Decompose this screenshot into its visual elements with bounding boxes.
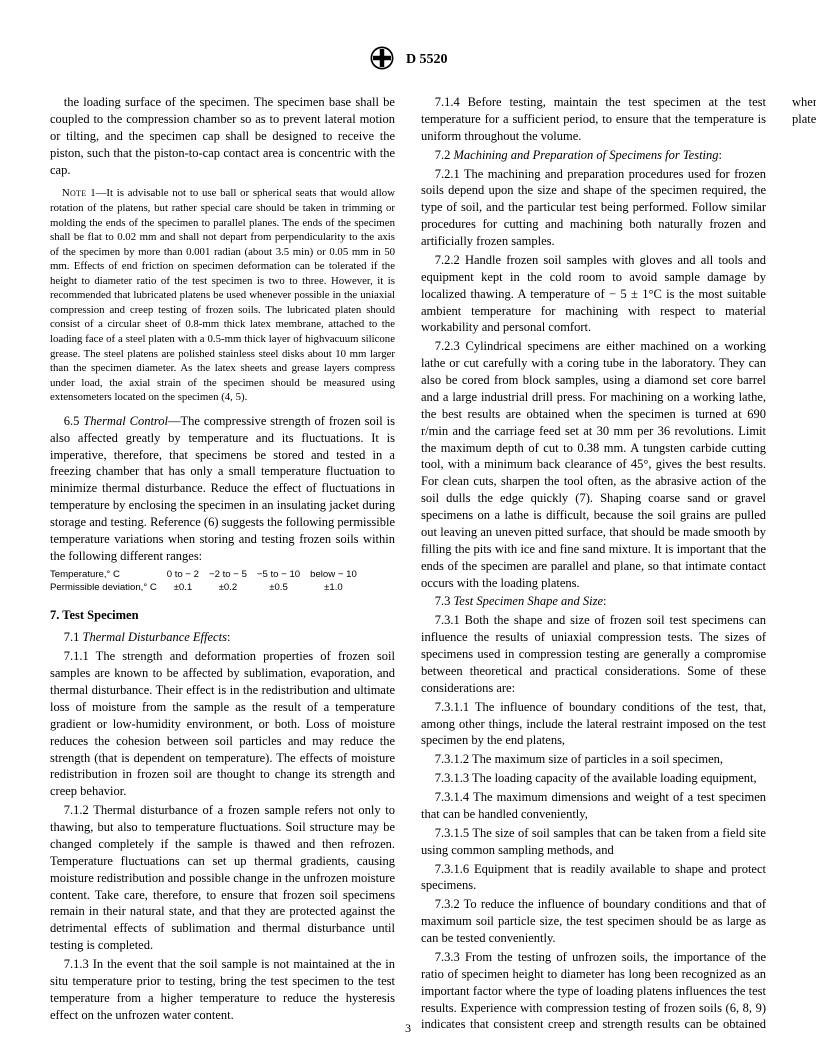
sec-tail: : (603, 594, 606, 608)
para-7-3-1: 7.3.1 Both the shape and size of frozen … (421, 612, 766, 696)
table-cell: −5 to − 10 (257, 569, 310, 582)
table-cell: ±1.0 (310, 582, 367, 595)
note-num: 1— (86, 187, 106, 199)
sec-7-3: 7.3 Test Specimen Shape and Size: (421, 593, 766, 610)
sec-num: 6.5 (64, 414, 84, 428)
para-7-1-1: 7.1.1 The strength and deformation prope… (50, 648, 395, 800)
sec-6-5: 6.5 Thermal Control—The compressive stre… (50, 413, 395, 565)
para-7-2-2: 7.2.2 Handle frozen soil samples with gl… (421, 252, 766, 336)
page-number: 3 (0, 1020, 816, 1036)
para-7-2-1: 7.2.1 The machining and preparation proc… (421, 166, 766, 250)
sec-tail: : (719, 148, 722, 162)
para-7-3-1-4: 7.3.1.4 The maximum dimensions and weigh… (421, 789, 766, 823)
para-7-3-1-3: 7.3.1.3 The loading capacity of the avai… (421, 770, 766, 787)
sec-num: 7.1 (64, 630, 83, 644)
table-cell: 0 to − 2 (167, 569, 209, 582)
note-1: Note 1—It is advisable not to use ball o… (50, 186, 395, 404)
para-7-3-1-2: 7.3.1.2 The maximum size of particles in… (421, 751, 766, 768)
table-cell: −2 to − 5 (209, 569, 257, 582)
sec-title: Machining and Preparation of Specimens f… (454, 148, 719, 162)
sec-title: Thermal Control (83, 414, 168, 428)
table-cell: ±0.1 (167, 582, 209, 595)
para-7-3-1-6: 7.3.1.6 Equipment that is readily availa… (421, 861, 766, 895)
note-label: Note (62, 187, 87, 199)
para-loading-surface: the loading surface of the specimen. The… (50, 94, 395, 178)
para-7-3-1-1: 7.3.1.1 The influence of boundary condit… (421, 699, 766, 750)
sec-7-1: 7.1 Thermal Disturbance Effects: (50, 629, 395, 646)
section-7-heading: 7. Test Specimen (50, 607, 395, 624)
table-cell: below − 10 (310, 569, 367, 582)
table-cell: Temperature,° C (50, 569, 167, 582)
para-7-1-3: 7.1.3 In the event that the soil sample … (50, 956, 395, 1024)
sec-tail: : (227, 630, 230, 644)
table-cell: ±0.2 (209, 582, 257, 595)
sec-body: —The compressive strength of frozen soil… (50, 414, 395, 563)
doc-id: D 5520 (406, 53, 448, 67)
para-7-1-4: 7.1.4 Before testing, maintain the test … (421, 94, 766, 145)
page-header: D 5520 (50, 44, 766, 76)
table-cell: Permissible deviation,° C (50, 582, 167, 595)
table-row: Temperature,° C 0 to − 2 −2 to − 5 −5 to… (50, 569, 367, 582)
table-cell: ±0.5 (257, 582, 310, 595)
sec-7-2: 7.2 Machining and Preparation of Specime… (421, 147, 766, 164)
para-7-2-3: 7.2.3 Cylindrical specimens are either m… (421, 338, 766, 591)
para-7-3-2: 7.3.2 To reduce the influence of boundar… (421, 896, 766, 947)
para-7-3-1-5: 7.3.1.5 The size of soil samples that ca… (421, 825, 766, 859)
sec-title: Test Specimen Shape and Size (454, 594, 604, 608)
body-columns: the loading surface of the specimen. The… (50, 94, 766, 1034)
sec-num: 7.2 (435, 148, 454, 162)
deviation-table: Temperature,° C 0 to − 2 −2 to − 5 −5 to… (50, 569, 367, 595)
sec-title: Thermal Disturbance Effects (83, 630, 227, 644)
para-7-1-2: 7.1.2 Thermal disturbance of a frozen sa… (50, 802, 395, 954)
note-body: It is advisable not to use ball or spher… (50, 187, 395, 403)
astm-logo-icon (368, 44, 396, 76)
sec-num: 7.3 (435, 594, 454, 608)
table-row: Permissible deviation,° C ±0.1 ±0.2 ±0.5… (50, 582, 367, 595)
